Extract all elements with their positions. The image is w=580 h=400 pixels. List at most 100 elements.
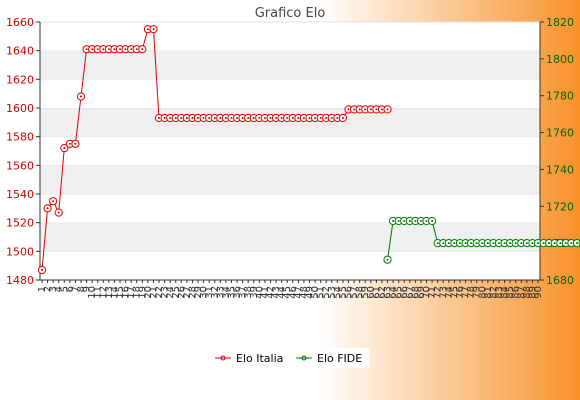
data-point-dot (180, 117, 183, 119)
x-tick-label: 49 (305, 286, 316, 299)
x-tick-label: 30 (199, 286, 210, 299)
x-tick-label: 5 (59, 286, 70, 292)
x-tick-label: 25 (171, 286, 182, 299)
x-tick-label: 54 (332, 286, 343, 299)
x-tick-label: 77 (461, 286, 472, 299)
x-tick-label: 6 (65, 286, 76, 292)
x-tick-label: 8 (76, 286, 87, 292)
data-point-dot (330, 117, 333, 119)
data-point-dot (537, 242, 539, 245)
x-tick-label: 87 (516, 286, 527, 299)
data-point-dot (375, 108, 378, 111)
y-left-tick-label: 1520 (6, 217, 34, 230)
y-left-tick-label: 1540 (6, 188, 34, 201)
x-tick-label: 55 (338, 286, 349, 299)
data-point-dot (146, 28, 149, 31)
y-left-tick-label: 1560 (6, 159, 34, 172)
data-point-dot (152, 28, 155, 31)
y-right-tick-label: 1760 (546, 127, 574, 140)
x-tick-label: 46 (288, 286, 299, 299)
x-tick-label: 11 (93, 286, 104, 299)
data-point-dot (191, 117, 194, 119)
data-point-dot (481, 242, 484, 245)
y-right-tick-label: 1680 (546, 274, 574, 287)
x-tick-label: 76 (455, 286, 466, 299)
x-tick-label: 52 (321, 286, 332, 299)
data-point-dot (386, 258, 389, 261)
y-right-tick-label: 1720 (546, 200, 574, 213)
y-right-tick-label: 1800 (546, 53, 574, 66)
legend-italia-label: Elo Italia (236, 352, 283, 365)
grid-band (40, 194, 540, 223)
data-point-dot (414, 220, 417, 222)
data-point-dot (397, 220, 400, 222)
x-tick-label: 17 (126, 286, 137, 299)
legend-fide-label: Elo FIDE (317, 352, 362, 365)
x-tick-label: 36 (232, 286, 243, 299)
x-tick-label: 33 (215, 286, 226, 299)
x-tick-label: 38 (243, 286, 254, 299)
x-tick-label: 58 (355, 286, 366, 299)
data-point-dot (185, 117, 188, 119)
data-point-dot (41, 269, 43, 271)
x-tick-label: 10 (87, 286, 98, 299)
data-point-dot (286, 117, 289, 119)
data-point-dot (319, 117, 322, 119)
data-point-dot (442, 242, 445, 245)
data-point-dot (392, 220, 395, 222)
x-tick-label: 73 (438, 286, 449, 299)
data-point-dot (531, 242, 534, 245)
chart-title: Grafico Elo (255, 6, 326, 21)
y-left-tick-label: 1580 (6, 131, 34, 144)
x-tick-label: 13 (104, 286, 115, 299)
data-point-dot (520, 242, 523, 245)
x-tick-label: 63 (383, 286, 394, 299)
x-tick-label: 9 (82, 286, 93, 292)
data-point-dot (369, 108, 372, 111)
x-tick-label: 84 (500, 286, 511, 299)
data-point-dot (141, 48, 144, 51)
x-tick-label: 3 (48, 286, 59, 292)
data-point-dot (514, 242, 517, 245)
data-point-dot (241, 117, 244, 119)
data-point-dot (358, 108, 361, 111)
x-tick-label: 74 (444, 286, 455, 299)
data-point-dot (564, 242, 567, 245)
x-tick-label: 42 (265, 286, 276, 299)
x-tick-label: 62 (377, 286, 388, 299)
data-point-dot (336, 117, 339, 119)
legend: Elo Italia Elo FIDE (210, 348, 370, 368)
x-tick-label: 85 (505, 286, 516, 299)
data-point-dot (297, 117, 300, 119)
grid-band (40, 165, 540, 194)
data-point-dot (308, 117, 311, 119)
data-point-dot (96, 48, 99, 51)
data-point-dot (269, 117, 272, 119)
x-tick-label: 57 (349, 286, 360, 299)
data-point-dot (509, 242, 512, 245)
x-tick-label: 7 (70, 286, 81, 292)
data-point-dot (113, 48, 116, 51)
x-tick-label: 16 (121, 286, 132, 299)
x-tick-label: 65 (394, 286, 405, 299)
data-point-dot (420, 220, 422, 222)
grid-band (40, 50, 540, 80)
x-tick-label: 50 (310, 286, 321, 299)
data-point-dot (80, 95, 82, 98)
y-left-tick-label: 1600 (6, 102, 34, 115)
data-point-dot (436, 242, 439, 245)
x-tick-label: 48 (299, 286, 310, 299)
data-point-dot (208, 117, 211, 119)
y-left-tick-label: 1620 (6, 73, 34, 86)
x-tick-label: 40 (254, 286, 265, 299)
data-point-dot (52, 200, 55, 203)
x-tick-label: 2 (43, 286, 54, 292)
data-point-dot (425, 220, 428, 222)
data-point-dot (492, 242, 495, 245)
data-point-dot (325, 117, 328, 119)
data-point-dot (236, 117, 239, 119)
x-tick-label: 15 (115, 286, 126, 299)
x-tick-label: 22 (154, 286, 165, 299)
x-tick-label: 80 (477, 286, 488, 299)
